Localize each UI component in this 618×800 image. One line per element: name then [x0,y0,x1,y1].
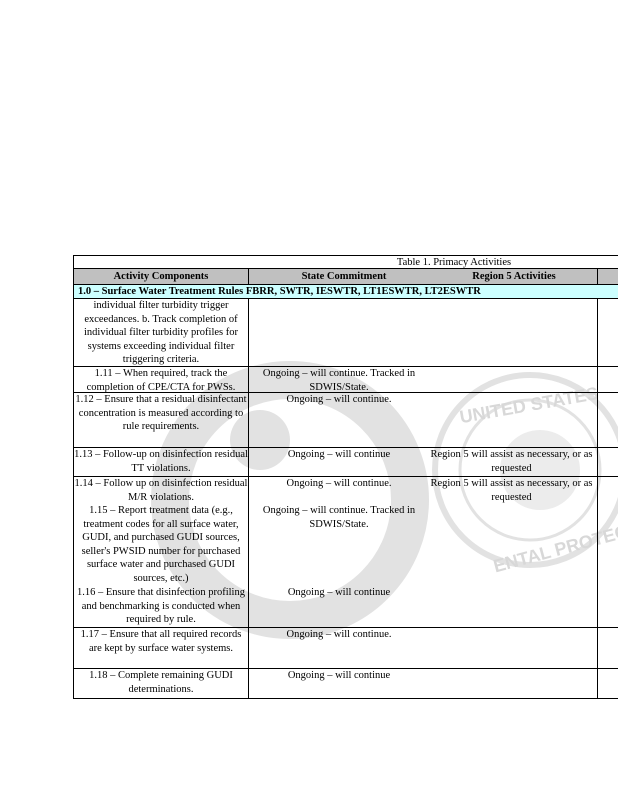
watermark-dot [230,410,290,470]
column-divider [597,448,598,477]
state-cell: Ongoing – will continue. Tracked in SDWI… [262,368,416,393]
activity-cell: 1.15 – Report treatment data (e.g., trea… [81,505,241,584]
state-cell: Ongoing – will continue. [286,394,392,405]
table-row: 1.17 – Ensure that all required records … [73,627,618,669]
activity-cell: 1.14 – Follow up on disinfection residua… [74,478,248,503]
table-row: 1.13 – Follow-up on disinfection residua… [73,447,618,477]
state-cell: Ongoing – will continue. Tracked in SDWI… [262,505,416,530]
region-cell: Region 5 will assist as necessary, or as… [430,449,593,474]
table-header-row: Activity Components State Commitment Reg… [73,268,618,284]
activity-cell: 1.16 – Ensure that disinfection profilin… [77,587,245,626]
activity-cell: individual filter turbidity trigger exce… [84,300,238,366]
table-row: 1.11 – When required, track the completi… [73,366,618,393]
header-state: State Commitment [301,271,387,282]
column-divider [248,393,249,448]
activity-cell: 1.11 – When required, track the completi… [86,368,236,393]
activity-cell: 1.18 – Complete remaining GUDI determina… [89,670,233,695]
state-cell: Ongoing – will continue [287,449,391,460]
activity-cell: 1.12 – Ensure that a residual disinfecta… [75,394,247,433]
column-divider [597,628,598,669]
table-title: Table 1. Primacy Activities [396,257,512,268]
header-activity: Activity Components [113,271,209,282]
column-divider [597,669,598,698]
table-row: 1.14 – Follow up on disinfection residua… [73,476,618,628]
table-row: 1.18 – Complete remaining GUDI determina… [73,668,618,699]
state-cell: Ongoing – will continue. [286,478,392,489]
column-divider [248,628,249,669]
column-divider [597,269,598,284]
watermark-seal-center [500,430,580,510]
activity-cell: 1.13 – Follow-up on disinfection residua… [74,449,248,474]
watermark-ring-left [151,361,429,639]
column-divider [248,299,249,367]
header-region: Region 5 Activities [472,271,556,282]
region-cell: Region 5 will assist as necessary, or as… [430,478,593,503]
activity-cell: 1.17 – Ensure that all required records … [80,629,242,654]
state-cell: Ongoing – will continue. [286,629,392,640]
column-divider [248,448,249,477]
column-divider [248,669,249,698]
section-row: 1.0 – Surface Water Treatment Rules FBRR… [73,284,618,299]
table-row: individual filter turbidity trigger exce… [73,298,618,367]
column-divider [597,477,598,628]
state-cell: Ongoing – will continue [287,670,391,681]
watermark-seal-inner-ring [458,398,602,542]
column-divider [248,477,249,628]
table-row: 1.12 – Ensure that a residual disinfecta… [73,392,618,448]
column-divider [597,393,598,448]
column-divider [248,269,249,284]
column-divider [248,367,249,393]
state-cell: Ongoing – will continue [287,587,391,598]
column-divider [597,367,598,393]
watermark-seal-ring [432,372,618,568]
section-title: 1.0 – Surface Water Treatment Rules FBRR… [78,286,481,297]
table-title-row: Table 1. Primacy Activities [73,255,618,269]
column-divider [597,299,598,367]
